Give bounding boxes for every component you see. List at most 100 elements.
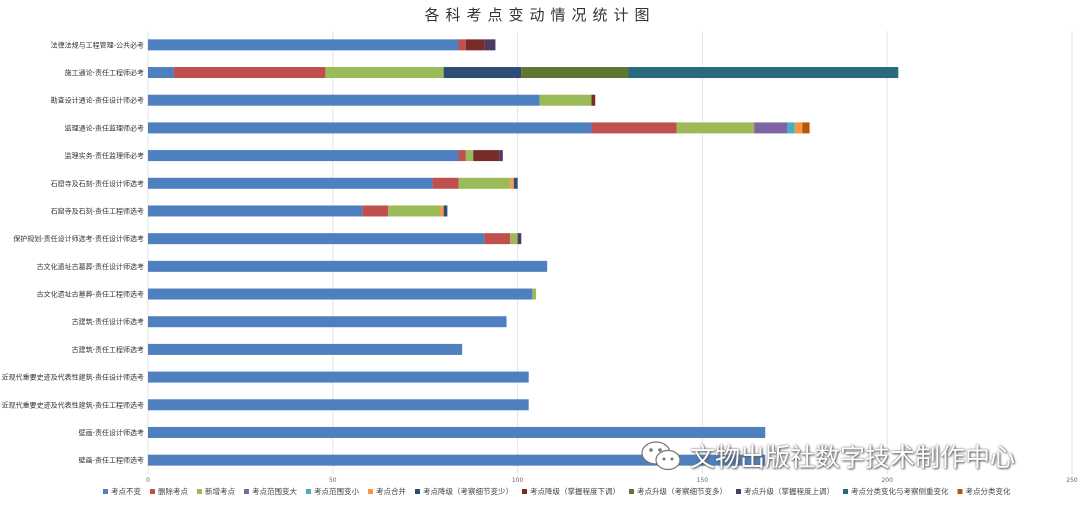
category-label: 古文化遗址古墓葬-责任工程师选考 xyxy=(37,290,144,299)
legend-label: 考点分类变化与考察侧重变化 xyxy=(851,486,949,496)
legend-swatch xyxy=(736,489,741,494)
x-tick-label: 250 xyxy=(1066,477,1078,484)
legend-label: 考点升级（考察细节变多） xyxy=(637,486,727,496)
bar-segment xyxy=(676,122,755,134)
legend: 考点不变 删除考点 新增考点 考点范围变大 考点范围变小 考点合并 考点降级（考察细节变少）… xyxy=(103,486,1011,496)
bar-segment xyxy=(510,177,514,189)
bar-segment xyxy=(148,205,363,217)
x-tick-label: 150 xyxy=(697,477,709,484)
bar-segment xyxy=(325,67,444,79)
bar-segment xyxy=(443,67,522,79)
bar-segment xyxy=(802,122,810,134)
legend-label: 考点范围变小 xyxy=(314,486,359,496)
bar-segment xyxy=(465,39,485,51)
x-tick-label: 50 xyxy=(329,477,337,484)
watermark: 文物出版社数字技术制作中心 xyxy=(640,436,1015,476)
bar-segment xyxy=(148,426,766,438)
bar-segment xyxy=(173,67,326,79)
bar-segment xyxy=(148,67,174,79)
bar-segment xyxy=(513,177,518,189)
legend-swatch xyxy=(197,489,202,494)
legend-label: 考点合并 xyxy=(376,486,406,496)
bar-segment xyxy=(148,39,459,51)
legend-swatch xyxy=(306,489,311,494)
bar-segment xyxy=(510,233,518,245)
category-label: 石窟寺及石刻-责任工程师选考 xyxy=(51,206,144,215)
legend-label: 考点降级（掌握程度下调） xyxy=(530,486,620,496)
legend-swatch xyxy=(522,489,527,494)
legend-label: 新增考点 xyxy=(205,486,235,496)
bar-segment xyxy=(484,233,511,245)
category-label: 监理实务-责任监理师必考 xyxy=(65,151,144,160)
bar-segment xyxy=(499,150,503,162)
bar-segment xyxy=(148,94,540,106)
bar-segment xyxy=(148,150,459,162)
bar-segment xyxy=(148,233,485,245)
bar-segment xyxy=(591,94,596,106)
legend-swatch xyxy=(843,489,848,494)
bar-segment xyxy=(521,67,629,79)
x-tick-label: 200 xyxy=(881,477,893,484)
bar-segment xyxy=(458,150,466,162)
bar-segment xyxy=(539,94,592,106)
bar-segment xyxy=(148,260,548,272)
bar-segment xyxy=(388,205,440,217)
bar-segment xyxy=(148,122,592,134)
x-tick-label: 0 xyxy=(146,477,150,484)
bar-segment xyxy=(148,288,533,300)
bar-segment xyxy=(787,122,795,134)
category-labels: 法律法规与工程管理-公共必考施工通论-责任工程师必考勘查设计通论-责任设计师必考… xyxy=(2,40,144,464)
bar-segment xyxy=(794,122,803,134)
legend-label: 考点降级（考察细节变少） xyxy=(423,486,513,496)
category-label: 壁画-责任工程师选考 xyxy=(79,456,144,465)
legend-swatch xyxy=(150,489,155,494)
x-tick-label: 100 xyxy=(512,477,524,484)
bar-segment xyxy=(628,67,899,79)
legend-label: 考点升级（掌握程度上调） xyxy=(744,486,834,496)
wechat-icon xyxy=(641,441,681,471)
bar-segment xyxy=(432,177,459,189)
bar-segment xyxy=(458,177,511,189)
legend-swatch xyxy=(629,489,634,494)
category-label: 近现代重要史迹及代表性建筑-责任设计师选考 xyxy=(2,373,144,382)
bar-segment xyxy=(148,371,529,383)
legend-swatch xyxy=(103,489,108,494)
bar-segment xyxy=(484,39,496,51)
bar-segment xyxy=(473,150,500,162)
legend-swatch xyxy=(415,489,420,494)
legend-swatch xyxy=(957,489,963,494)
bar-segment xyxy=(458,39,466,51)
bar-segment xyxy=(517,233,522,245)
legend-label: 考点范围变大 xyxy=(252,486,297,496)
bar-segment xyxy=(443,205,448,217)
category-label: 施工通论-责任工程师必考 xyxy=(65,68,144,77)
category-label: 古文化遗址古墓葬-责任设计师选考 xyxy=(37,262,144,271)
legend-label: 考点分类变化 xyxy=(966,486,1011,496)
watermark-text: 文物出版社数字技术制作中心 xyxy=(690,443,1016,472)
bar-segment xyxy=(148,177,433,189)
category-label: 石窟寺及石刻-责任设计师选考 xyxy=(51,179,144,188)
category-label: 保护规划-责任设计师选考-责任设计师选考 xyxy=(13,234,144,243)
legend-label: 考点不变 xyxy=(111,486,141,496)
bar-segment xyxy=(591,122,677,134)
category-label: 古建筑-责任工程师选考 xyxy=(72,345,144,354)
bar-segment xyxy=(754,122,788,134)
category-label: 勘查设计通论-责任设计师必考 xyxy=(51,96,144,105)
category-label: 近现代重要史迹及代表性建筑-责任工程师选考 xyxy=(2,400,144,409)
category-label: 古建筑-责任设计师选考 xyxy=(72,317,144,326)
bar-segment xyxy=(148,454,766,466)
bars-group xyxy=(148,39,899,466)
category-label: 壁画-责任设计师选考 xyxy=(79,428,144,437)
bar-segment xyxy=(532,288,537,300)
bar-segment xyxy=(148,399,529,411)
bar-segment xyxy=(148,316,507,328)
x-tick-labels: 0 50 100 150 200 250 xyxy=(146,477,1078,484)
bar-segment xyxy=(465,150,474,162)
bar-segment xyxy=(439,205,444,217)
category-label: 法律法规与工程管理-公共必考 xyxy=(51,40,144,49)
legend-label: 删除考点 xyxy=(158,486,188,496)
bar-segment xyxy=(148,343,463,355)
bar-segment xyxy=(362,205,389,217)
chart-title: 各科考点变动情况统计图 xyxy=(424,6,655,24)
legend-swatch xyxy=(244,489,249,494)
